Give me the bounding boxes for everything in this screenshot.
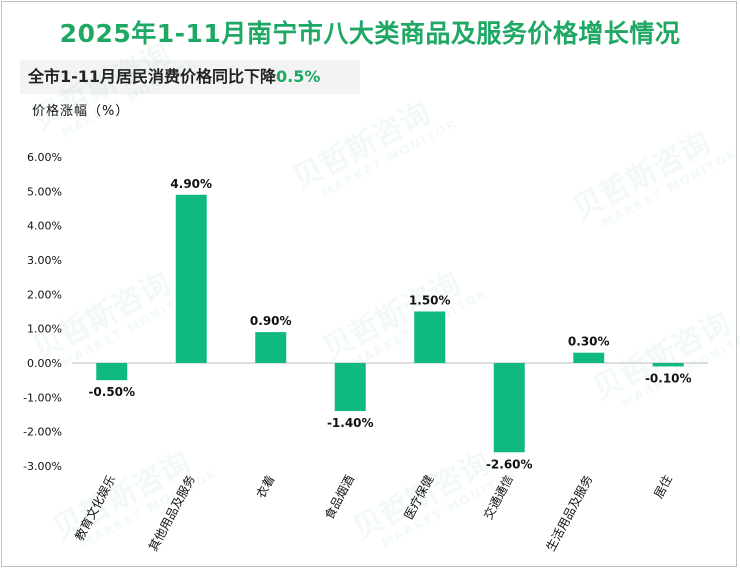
y-tick-label: 2.00%	[27, 288, 62, 301]
subtitle-text: 全市1-11月居民消费价格同比下降	[28, 67, 277, 86]
chart-title: 2025年1-11月南宁市八大类商品及服务价格增长情况	[59, 19, 681, 48]
data-label: -1.40%	[327, 416, 374, 430]
bar	[96, 363, 128, 381]
bar	[652, 363, 684, 367]
y-axis-label: 价格涨幅（%）	[32, 104, 130, 119]
bar	[493, 363, 525, 453]
y-axis-ticks: 6.00% 5.00% 4.00% 3.00% 2.00% 1.00% 0.00% -1.00…	[23, 151, 62, 473]
data-label: -0.50%	[88, 385, 135, 399]
y-tick-label: -1.00%	[23, 391, 62, 404]
y-tick-label: 6.00%	[27, 151, 62, 164]
chart-subtitle: 全市1-11月居民消费价格同比下降0.5%	[20, 60, 360, 94]
bar	[255, 332, 287, 363]
y-tick-label: -3.00%	[23, 460, 62, 473]
y-tick-label: -2.00%	[23, 426, 62, 439]
data-labels: -0.50% 4.90% 0.90% -1.40% 1.50% -2.60% 0.30% -0…	[88, 177, 691, 472]
subtitle-highlight: 0.5%	[276, 67, 321, 86]
bar	[573, 352, 605, 363]
category-label: 居住	[651, 473, 675, 501]
data-label: 0.90%	[250, 314, 292, 328]
data-label: 0.30%	[568, 335, 610, 349]
data-label: 4.90%	[170, 177, 212, 191]
category-label: 衣着	[253, 472, 278, 500]
bar	[414, 311, 446, 363]
bar-series	[96, 194, 684, 453]
bar	[334, 363, 366, 412]
y-tick-label: 5.00%	[27, 185, 62, 198]
category-label: 生活用品及服务	[543, 472, 596, 553]
y-tick-label: 4.00%	[27, 220, 62, 233]
data-label: -2.60%	[486, 457, 533, 471]
y-tick-label: 0.00%	[27, 357, 62, 370]
y-tick-label: 3.00%	[27, 254, 62, 267]
data-label: -0.10%	[645, 371, 692, 385]
data-label: 1.50%	[409, 294, 451, 308]
y-tick-label: 1.00%	[27, 323, 62, 336]
bar	[175, 194, 207, 363]
